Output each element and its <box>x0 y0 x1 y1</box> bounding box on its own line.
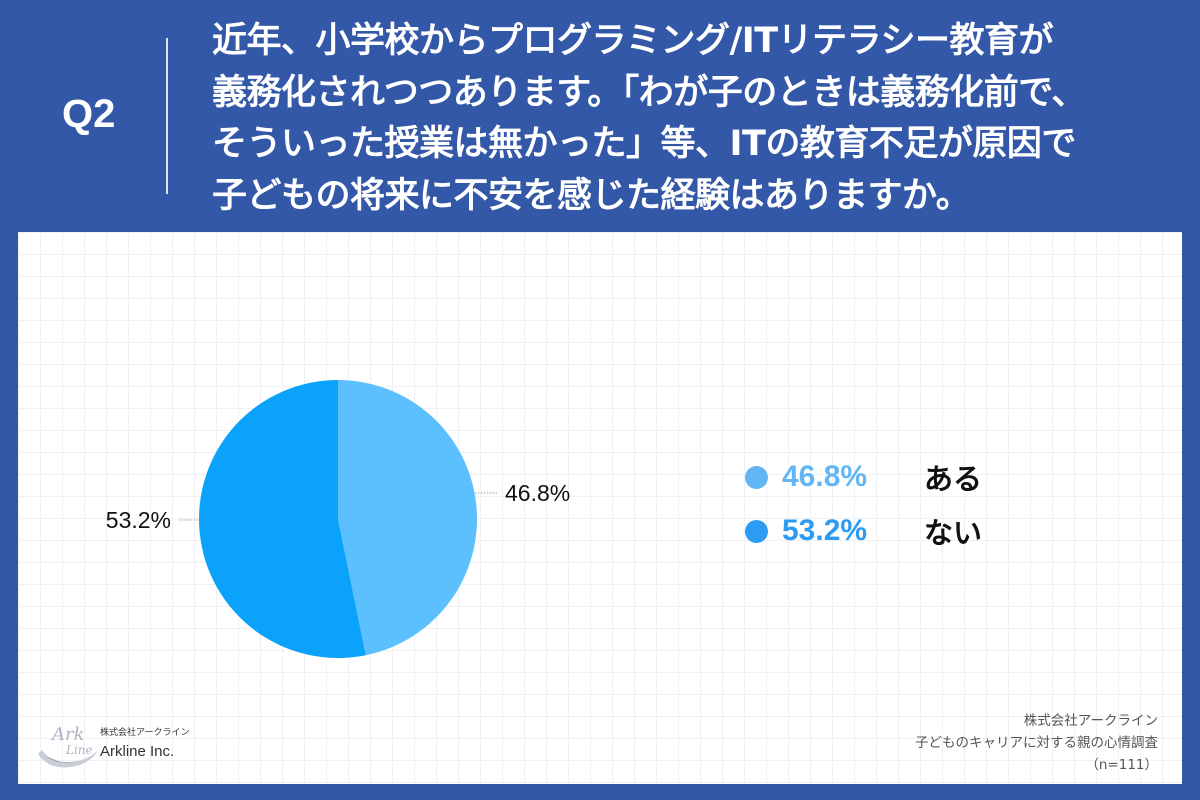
pie-slice-1 <box>199 380 366 658</box>
legend-percent: 53.2% <box>782 514 868 547</box>
legend-item-aru: 46.8% ある <box>745 450 982 504</box>
logo-company-jp: 株式会社アークライン <box>100 728 190 738</box>
question-number: Q2 <box>62 92 116 136</box>
data-label-0: 46.8% <box>505 480 570 506</box>
question-line-2: 義務化されつつあります。「わが子のときは義務化前で、 <box>212 72 1086 113</box>
logo-company-en: Arkline Inc. <box>100 743 175 760</box>
source-note: 株式会社アークライン 子どものキャリアに対する親の心情調査 （n=111） <box>915 710 1158 776</box>
legend-label: ない <box>924 516 983 550</box>
legend-item-nai: 53.2% ない <box>745 504 982 558</box>
question-line-1: 近年、小学校からプログラミング/ITリテラシー教育が <box>212 21 1053 61</box>
question-line-4: 子どもの将来に不安を感じた経験はありますか。 <box>212 175 971 216</box>
company-logo: Ark Line 株式会社アークライン Arkline Inc. <box>32 710 212 776</box>
header-divider <box>166 38 168 194</box>
svg-text:Line: Line <box>65 743 93 757</box>
pie-slice-0 <box>338 380 478 656</box>
question-header: Q2 近年、小学校からプログラミング/ITリテラシー教育が 義務化されつつありま… <box>0 0 1200 232</box>
question-line-3: そういった授業は無かった」等、ITの教育不足が原因で <box>212 124 1076 164</box>
arkline-logo-icon: Ark Line <box>38 724 98 768</box>
pie-chart: 46.8% 53.2% <box>106 380 570 658</box>
source-company: 株式会社アークライン <box>1023 713 1158 729</box>
chart-card: 46.8% 53.2% 46.8% ある 53.2% ない Ark Line 株式… <box>18 232 1182 784</box>
legend-dot-icon <box>745 465 768 489</box>
legend-label: ある <box>924 462 983 496</box>
legend-dot-icon <box>745 519 768 543</box>
legend: 46.8% ある 53.2% ない <box>745 450 982 558</box>
source-sample: （n=111） <box>1085 757 1158 773</box>
legend-percent: 46.8% <box>782 460 868 493</box>
question-text: 近年、小学校からプログラミング/ITリテラシー教育が 義務化されつつあります。「… <box>212 16 1172 222</box>
svg-text:Ark: Ark <box>50 724 85 745</box>
source-survey: 子どものキャリアに対する親の心情調査 <box>915 735 1158 751</box>
data-label-1: 53.2% <box>106 507 171 533</box>
